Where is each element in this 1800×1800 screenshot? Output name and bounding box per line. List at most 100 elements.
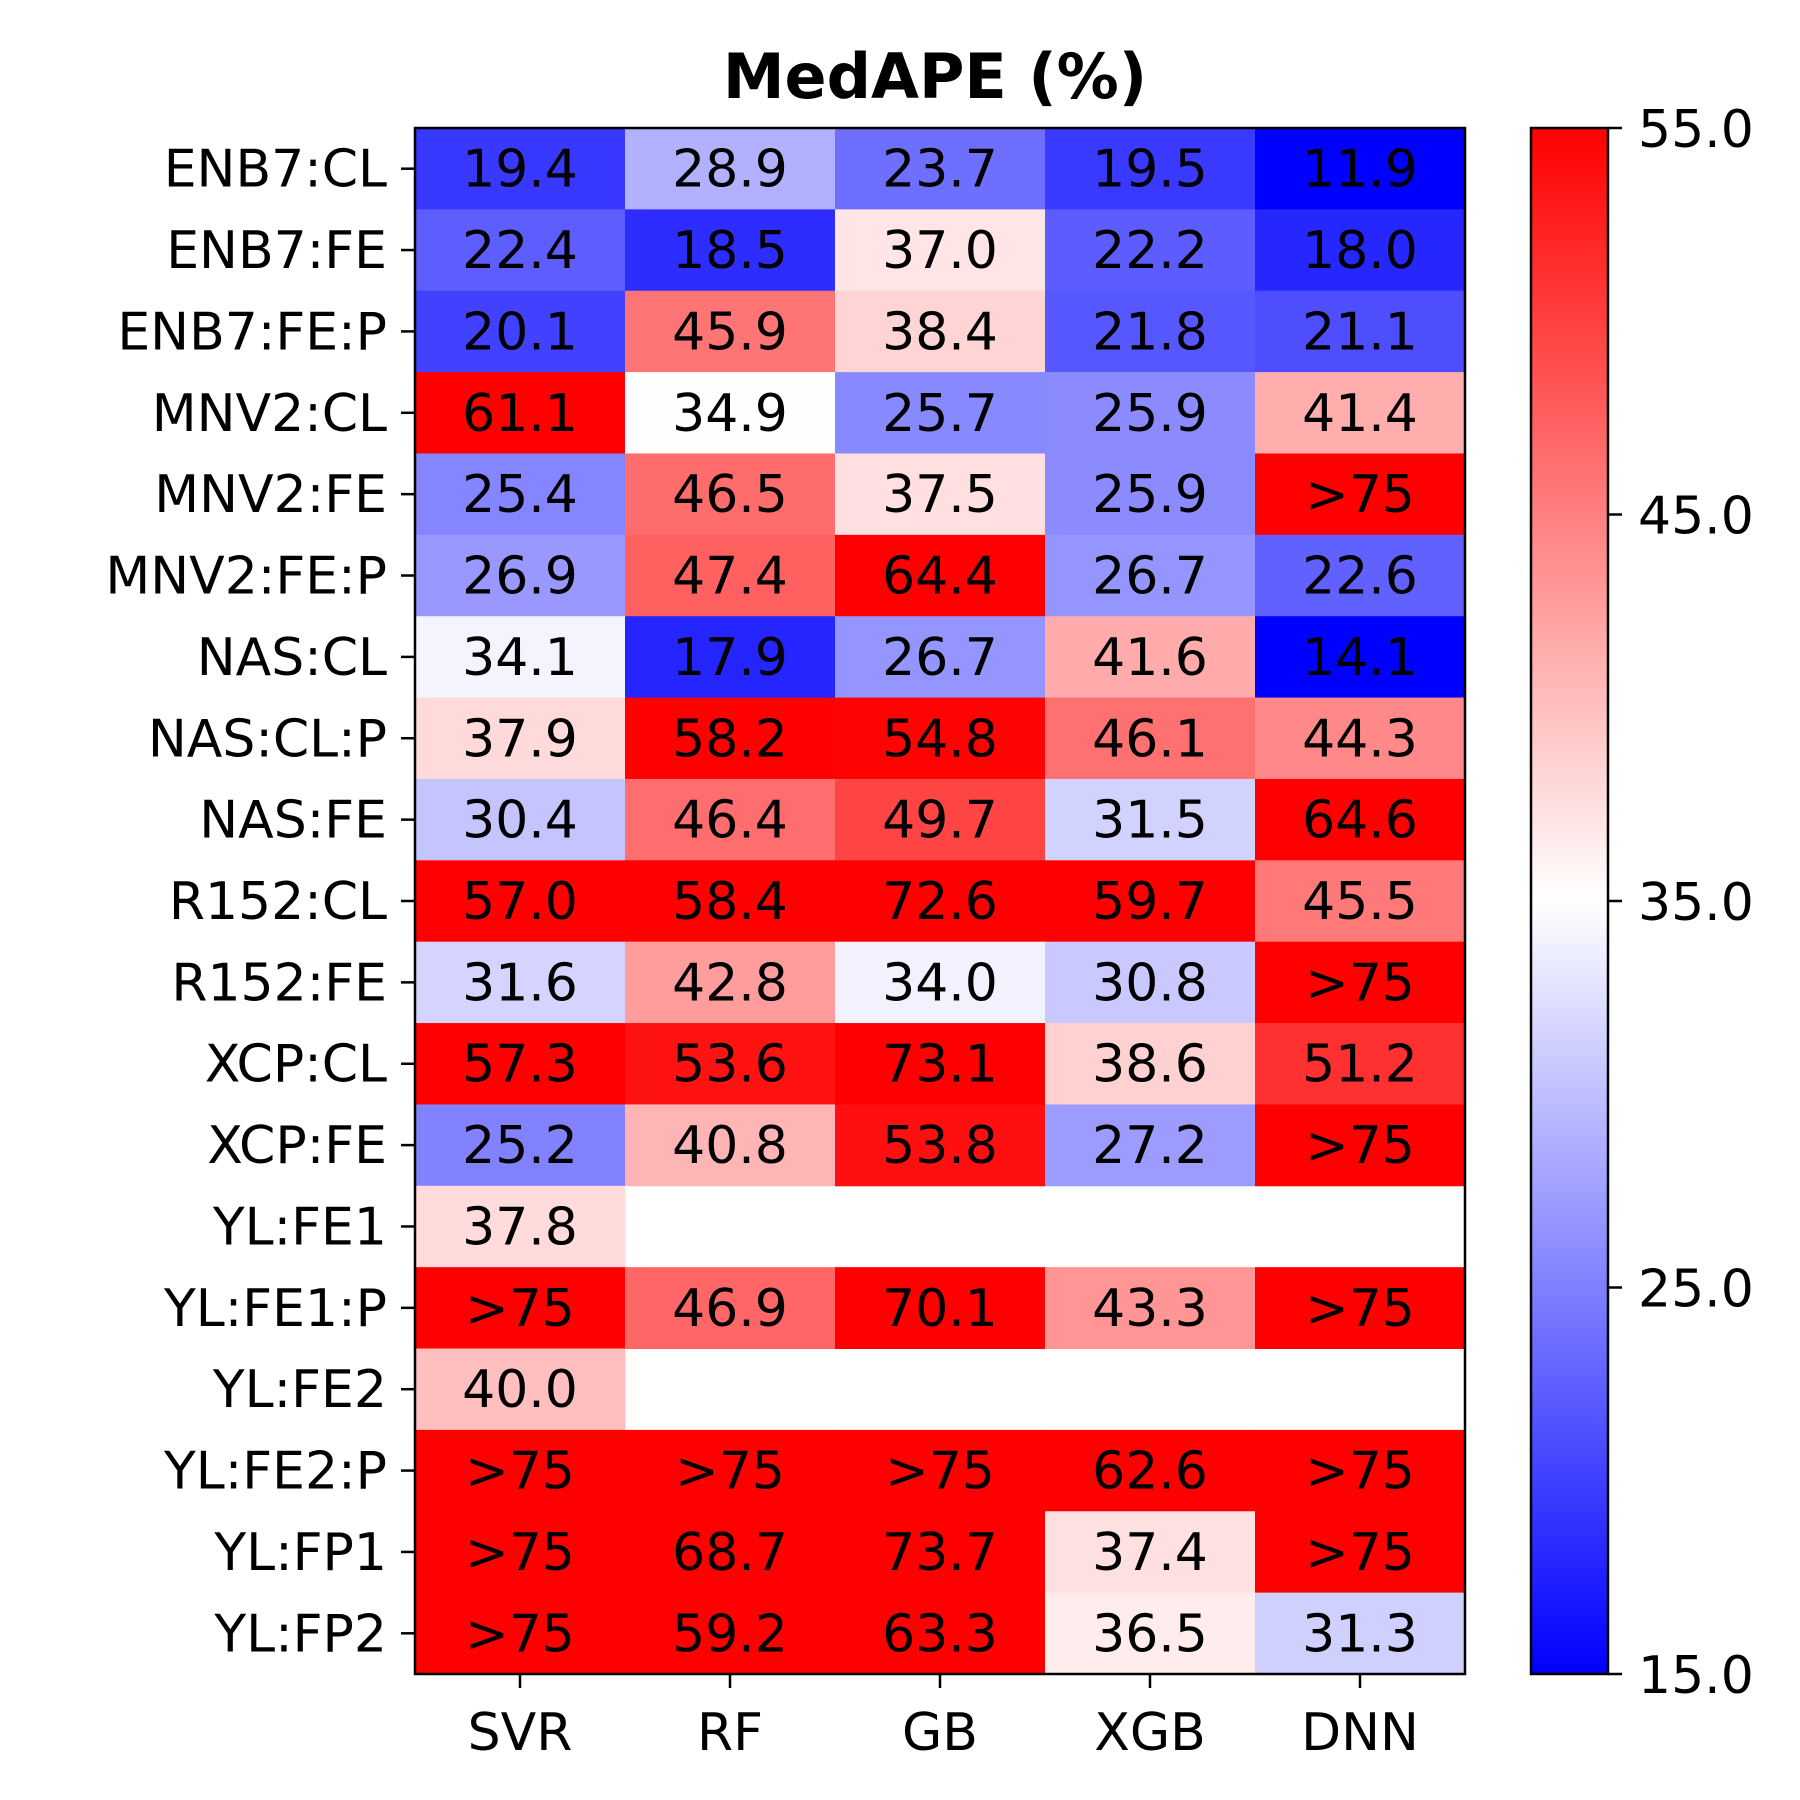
y-tick-label: NAS:CL xyxy=(197,628,387,688)
y-tick-label: MNV2:CL xyxy=(152,384,387,444)
cell-value-label: 26.7 xyxy=(882,628,998,688)
cell-value-label: 25.9 xyxy=(1092,465,1208,525)
colorbar-tick-label: 55.0 xyxy=(1638,100,1754,160)
cell-value-label: 37.8 xyxy=(462,1197,578,1257)
cell-value-label: 37.4 xyxy=(1092,1523,1208,1583)
y-tick-label: XCP:FE xyxy=(207,1116,387,1176)
heatmap-cell xyxy=(415,534,626,617)
heatmap-cell xyxy=(1045,778,1256,861)
cell-value-label: >75 xyxy=(1305,1116,1415,1176)
heatmap-cell xyxy=(625,1267,836,1350)
heatmap-cell xyxy=(625,1023,836,1105)
cell-value-label: 45.5 xyxy=(1302,872,1418,932)
heatmap-cell xyxy=(1045,453,1256,536)
heatmap-cell xyxy=(1255,860,1466,943)
cell-value-label: 70.1 xyxy=(882,1279,998,1339)
cell-value-label: 37.5 xyxy=(882,465,998,525)
cell-value-label: 40.0 xyxy=(462,1360,578,1420)
cell-value-label: >75 xyxy=(465,1279,575,1339)
heatmap-cell xyxy=(415,290,626,373)
heatmap-cell xyxy=(1255,1592,1466,1675)
heatmap-cell xyxy=(625,453,836,536)
cell-value-label: 26.7 xyxy=(1092,547,1208,607)
heatmap-cell xyxy=(1045,1023,1256,1105)
cell-value-label: 61.1 xyxy=(462,384,578,444)
cell-value-label: 46.4 xyxy=(672,791,788,851)
y-tick-label: YL:FP2 xyxy=(213,1604,387,1664)
x-tick-label: SVR xyxy=(468,1703,573,1763)
cell-value-label: 44.3 xyxy=(1302,709,1418,769)
cell-value-label: >75 xyxy=(1305,953,1415,1013)
heatmap-cell xyxy=(1045,1429,1256,1512)
cell-value-label: 38.4 xyxy=(882,302,998,362)
x-tick-label: RF xyxy=(697,1703,763,1763)
heatmap-cell xyxy=(415,1592,626,1675)
cell-value-label: 68.7 xyxy=(672,1523,788,1583)
heatmap-cell xyxy=(1255,290,1466,373)
y-tick-label: YL:FP1 xyxy=(213,1523,387,1583)
heatmap-cell xyxy=(415,778,626,861)
heatmap-cell xyxy=(1255,1429,1466,1512)
cell-value-label: 18.5 xyxy=(672,221,788,281)
y-tick-label: ENB7:FE xyxy=(166,221,387,281)
heatmap-cell xyxy=(625,697,836,780)
y-tick-label: YL:FE2 xyxy=(212,1360,387,1420)
cell-value-label: 64.6 xyxy=(1302,791,1418,851)
cell-value-label: 22.4 xyxy=(462,221,578,281)
cell-value-label: 34.0 xyxy=(882,953,998,1013)
y-tick-label: ENB7:CL xyxy=(164,140,387,200)
y-tick-label: NAS:CL:P xyxy=(148,709,387,769)
heatmap-cell xyxy=(1045,616,1256,699)
cell-value-label: 58.4 xyxy=(672,872,788,932)
colorbar-tick-label: 25.0 xyxy=(1638,1260,1754,1320)
colorbar-tick-label: 15.0 xyxy=(1638,1646,1754,1706)
y-tick-label: MNV2:FE xyxy=(154,465,387,525)
heatmap-cell xyxy=(1255,534,1466,617)
cell-value-label: 54.8 xyxy=(882,709,998,769)
heatmap-cell xyxy=(625,290,836,373)
heatmap-cell xyxy=(1255,453,1466,536)
cell-value-label: >75 xyxy=(1305,465,1415,525)
cell-value-label: 30.4 xyxy=(462,791,578,851)
cell-value-label: 25.4 xyxy=(462,465,578,525)
cell-value-label: 43.3 xyxy=(1092,1279,1208,1339)
cell-value-label: 25.7 xyxy=(882,384,998,444)
heatmap-cell xyxy=(1045,290,1256,373)
heatmap-cell xyxy=(625,128,836,210)
y-tick-label: YL:FE1:P xyxy=(163,1279,387,1339)
y-tick-label: R152:FE xyxy=(171,953,387,1013)
cell-value-label: 30.8 xyxy=(1092,953,1208,1013)
cell-value-label: 36.5 xyxy=(1092,1604,1208,1664)
cell-value-label: 21.1 xyxy=(1302,302,1418,362)
cell-value-label: 41.6 xyxy=(1092,628,1208,688)
heatmap-cell xyxy=(1255,1267,1466,1350)
heatmap-cell xyxy=(1255,778,1466,861)
cell-value-label: 19.4 xyxy=(462,140,578,200)
cell-value-label: 25.2 xyxy=(462,1116,578,1176)
y-tick-label: ENB7:FE:P xyxy=(117,302,387,362)
cell-value-label: 46.5 xyxy=(672,465,788,525)
cell-value-label: >75 xyxy=(465,1442,575,1502)
cell-value-label: 27.2 xyxy=(1092,1116,1208,1176)
cell-value-label: 51.2 xyxy=(1302,1035,1418,1095)
heatmap-cell xyxy=(625,1429,836,1512)
heatmap-cell xyxy=(835,1429,1046,1512)
heatmap-cell xyxy=(1255,941,1466,1024)
cell-value-label: 41.4 xyxy=(1302,384,1418,444)
heatmap-cell xyxy=(1045,128,1256,210)
heatmap-cell xyxy=(415,616,626,699)
cell-value-label: 53.8 xyxy=(882,1116,998,1176)
heatmap-cell xyxy=(835,453,1046,536)
y-tick-label: XCP:CL xyxy=(205,1035,387,1095)
cell-value-label: >75 xyxy=(465,1523,575,1583)
cell-value-label: 40.8 xyxy=(672,1116,788,1176)
heatmap-cell xyxy=(415,1267,626,1350)
heatmap-cell xyxy=(1045,1592,1256,1675)
heatmap-cell xyxy=(1045,209,1256,292)
cell-value-label: >75 xyxy=(885,1442,995,1502)
cell-value-label: >75 xyxy=(1305,1442,1415,1502)
cell-value-label: 21.8 xyxy=(1092,302,1208,362)
heatmap-cell xyxy=(835,697,1046,780)
cell-value-label: 23.7 xyxy=(882,140,998,200)
